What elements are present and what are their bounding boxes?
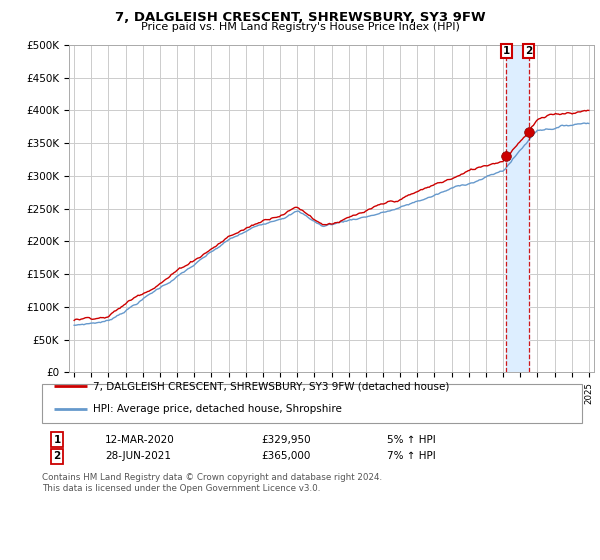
Text: Price paid vs. HM Land Registry's House Price Index (HPI): Price paid vs. HM Land Registry's House … (140, 22, 460, 32)
Text: 7, DALGLEISH CRESCENT, SHREWSBURY, SY3 9FW: 7, DALGLEISH CRESCENT, SHREWSBURY, SY3 9… (115, 11, 485, 24)
Text: £329,950: £329,950 (261, 435, 311, 445)
Text: £365,000: £365,000 (261, 451, 310, 461)
Text: 12-MAR-2020: 12-MAR-2020 (105, 435, 175, 445)
Text: 28-JUN-2021: 28-JUN-2021 (105, 451, 171, 461)
Text: 7, DALGLEISH CRESCENT, SHREWSBURY, SY3 9FW (detached house): 7, DALGLEISH CRESCENT, SHREWSBURY, SY3 9… (93, 381, 449, 391)
Text: 1: 1 (503, 46, 510, 57)
Bar (506, 45, 529, 372)
Text: Contains HM Land Registry data © Crown copyright and database right 2024.
This d: Contains HM Land Registry data © Crown c… (42, 473, 382, 493)
Text: 1: 1 (53, 435, 61, 445)
Text: 7% ↑ HPI: 7% ↑ HPI (387, 451, 436, 461)
Text: 5% ↑ HPI: 5% ↑ HPI (387, 435, 436, 445)
Text: 2: 2 (53, 451, 61, 461)
Text: 2: 2 (525, 46, 532, 57)
Text: HPI: Average price, detached house, Shropshire: HPI: Average price, detached house, Shro… (93, 404, 342, 414)
